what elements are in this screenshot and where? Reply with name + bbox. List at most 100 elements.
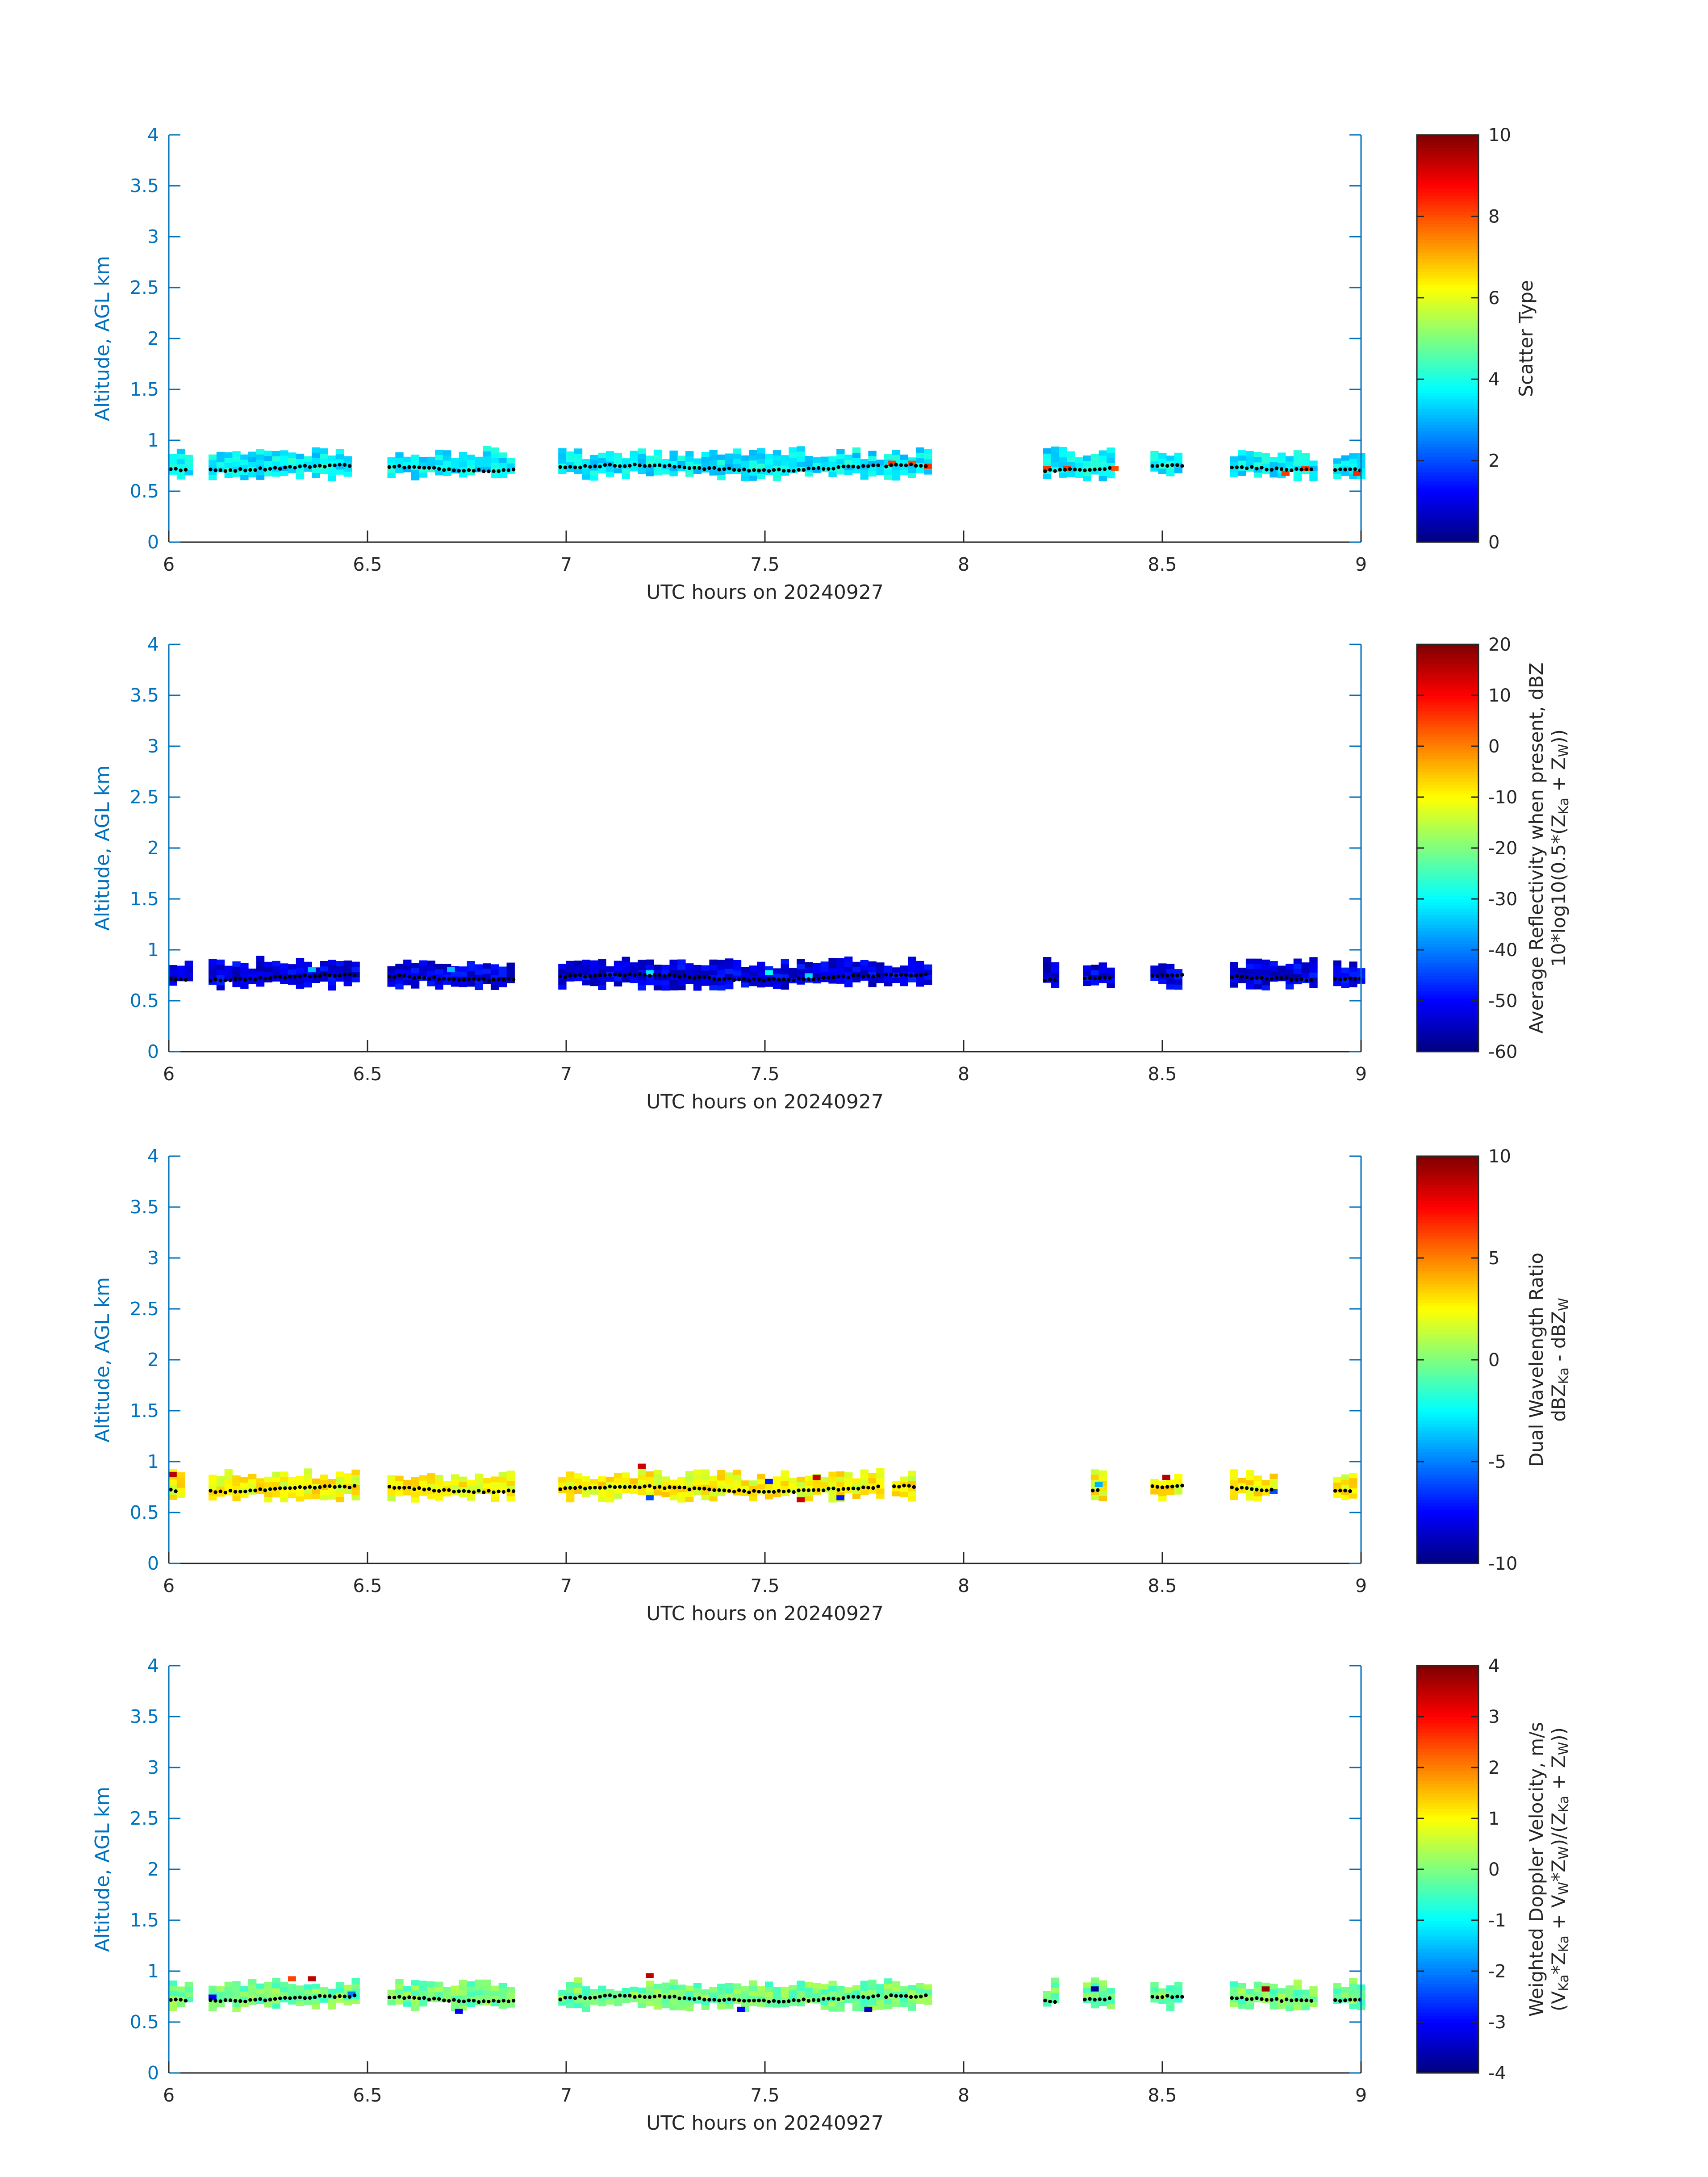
heatmap-cell <box>614 452 622 458</box>
heatmap-cell <box>395 1475 404 1481</box>
heatmap-cell <box>661 965 670 970</box>
cloud-base-dot <box>1309 978 1313 982</box>
heatmap-cell <box>677 455 686 461</box>
heatmap-cell <box>1166 984 1175 990</box>
cloud-base-dot <box>293 466 297 470</box>
colorbar-step <box>1417 1907 1478 1911</box>
cloud-base-dot <box>169 467 173 471</box>
heatmap-cell <box>451 2001 459 2006</box>
colorbar-step <box>1417 221 1478 225</box>
colorbar-step <box>1417 1895 1478 1898</box>
heatmap-cell <box>693 1479 702 1485</box>
heatmap-cell <box>1166 2001 1175 2006</box>
heatmap-cell <box>419 1480 428 1486</box>
heatmap-cell <box>328 1989 336 1994</box>
heatmap-cell <box>685 968 694 974</box>
heatmap-cell <box>411 1985 420 1991</box>
heatmap-cell <box>335 449 344 455</box>
heatmap-cell <box>598 1492 606 1497</box>
heatmap-cell <box>630 1488 638 1494</box>
heatmap-cell <box>638 448 646 454</box>
colorbar-step <box>1417 943 1478 947</box>
colorbar-step <box>1417 1789 1478 1793</box>
heatmap-cell <box>884 1983 893 1989</box>
cloud-base-dot <box>333 974 337 978</box>
colorbar-step <box>1417 778 1478 782</box>
heatmap-cell <box>781 984 789 990</box>
heatmap-cell <box>828 2006 837 2012</box>
cloud-base-dot <box>497 1489 501 1494</box>
y-tick-label: 1 <box>147 939 159 961</box>
cloud-base-dot <box>638 972 642 976</box>
heatmap-cell <box>1341 1992 1349 1998</box>
cloud-base-dot <box>677 1485 681 1489</box>
heatmap-cell <box>661 1476 670 1482</box>
cloud-base-dot <box>487 1489 491 1493</box>
x-tick-label: 7.5 <box>750 1063 779 1085</box>
heatmap-cell <box>169 980 177 986</box>
cloud-base-dot <box>831 975 835 979</box>
colorbar-step <box>1417 666 1478 670</box>
heatmap-cell <box>773 470 781 476</box>
heatmap-cell <box>498 1983 507 1989</box>
cloud-base-dot <box>836 465 840 469</box>
heatmap-cell <box>427 981 435 986</box>
colorbar-step <box>1417 1337 1478 1341</box>
heatmap-cell <box>343 2000 352 2006</box>
cloud-base-dot <box>707 466 711 470</box>
colorbar-step <box>1417 959 1478 963</box>
colorbar-step <box>1417 179 1478 183</box>
heatmap-cell <box>1301 1989 1310 1995</box>
cloud-base-dot <box>762 1490 766 1494</box>
heatmap-cell <box>812 1983 821 1989</box>
colorbar-tick-label: 6 <box>1488 288 1499 309</box>
heatmap-cell <box>876 1984 885 1990</box>
heatmap-cell <box>1059 452 1067 458</box>
heatmap-cell <box>312 1999 320 2005</box>
heatmap-cell <box>844 1477 853 1483</box>
heatmap-cell <box>264 461 272 467</box>
cloud-base-dot <box>487 469 491 473</box>
heatmap-cell <box>1230 461 1238 467</box>
colorbar-step <box>1417 195 1478 199</box>
colorbar-step <box>1417 255 1478 259</box>
heatmap-cell <box>844 982 853 987</box>
heatmap-cell <box>498 472 507 478</box>
colorbar-step <box>1417 899 1478 903</box>
heatmap-cell <box>757 1484 765 1490</box>
heatmap-cell <box>598 964 606 970</box>
heatmap-cell <box>582 1481 590 1487</box>
cloud-base-dot <box>792 978 796 982</box>
colorbar-step <box>1417 1544 1478 1548</box>
heatmap-cell <box>312 1488 320 1494</box>
colorbar-step <box>1417 1325 1478 1329</box>
x-tick-label: 9 <box>1355 2085 1367 2106</box>
cloud-base-dot <box>657 1485 662 1489</box>
colorbar-label: Average Reflectivity when present, dBZ <box>1525 662 1547 1033</box>
heatmap-cell <box>582 1991 590 1997</box>
heatmap-cell <box>1043 453 1052 459</box>
cloud-base-dot <box>827 1487 831 1491</box>
colorbar-step <box>1417 1516 1478 1520</box>
heatmap-cell <box>781 1986 789 1992</box>
cloud-base-dot <box>914 464 918 468</box>
heatmap-cell <box>490 1985 499 1991</box>
heatmap-cell <box>725 1993 734 1999</box>
cloud-base-dot <box>663 1486 667 1490</box>
heatmap-cell <box>335 1471 344 1477</box>
cloud-base-dot <box>308 465 312 469</box>
heatmap-cell <box>669 1495 678 1500</box>
heatmap-cell <box>733 464 742 469</box>
colorbar-step <box>1417 1363 1478 1367</box>
heatmap-cell <box>176 1492 185 1498</box>
heatmap-cell <box>1230 962 1238 968</box>
heatmap-cell <box>1261 463 1270 469</box>
heatmap-cell <box>288 1999 296 2005</box>
cloud-base-dot <box>752 1489 756 1493</box>
heatmap-cell <box>622 1477 630 1483</box>
heatmap-cell <box>566 456 575 462</box>
heatmap-cell <box>789 1483 797 1488</box>
cloud-base-dot <box>1240 1486 1244 1490</box>
colorbar-step <box>1417 1506 1478 1510</box>
heatmap-cell <box>483 1979 491 1985</box>
